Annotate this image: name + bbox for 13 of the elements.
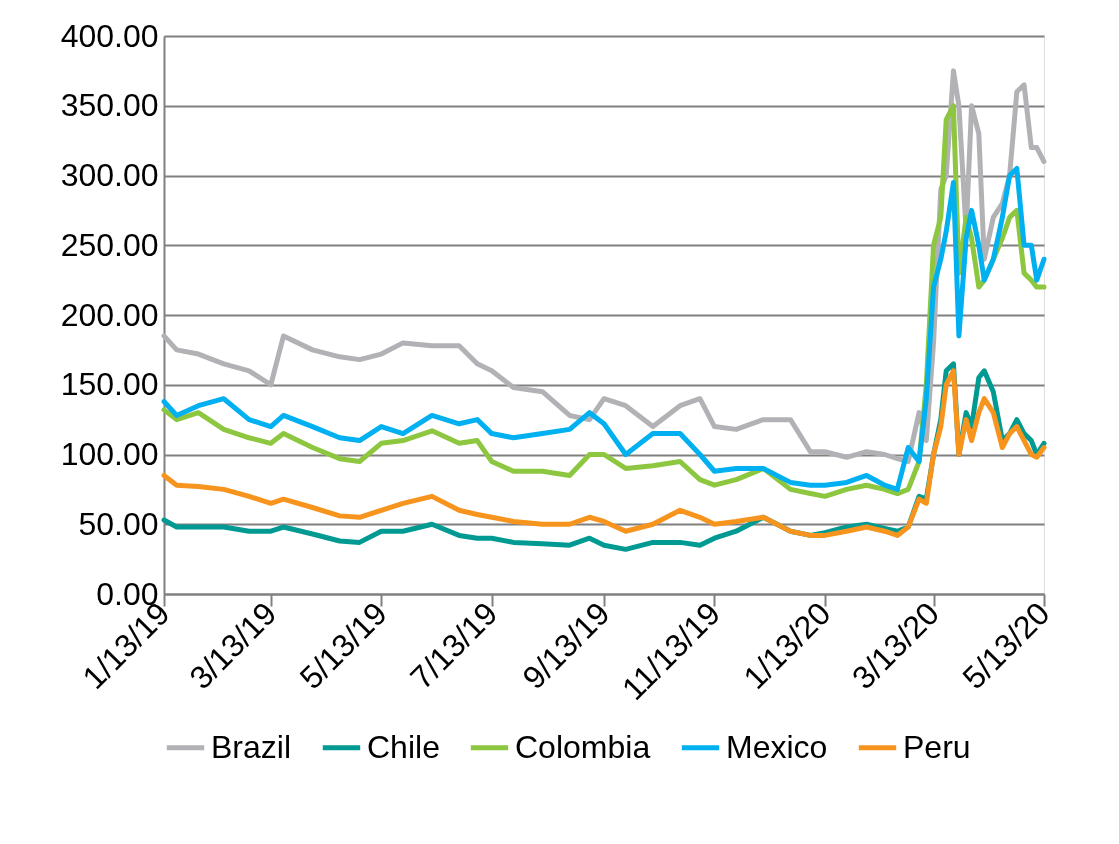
- legend-label: Colombia: [515, 728, 651, 765]
- y-tick-label: 350.00: [60, 87, 159, 124]
- y-tick-label: 300.00: [60, 157, 159, 193]
- y-tick-label: 50.00: [78, 505, 159, 542]
- y-tick-label: 200.00: [60, 296, 159, 333]
- legend-label: Mexico: [726, 728, 828, 765]
- y-tick-label: 250.00: [60, 226, 159, 263]
- legend-label: Chile: [367, 728, 440, 765]
- y-tick-label: 100.00: [60, 436, 159, 472]
- y-tick-label: 150.00: [60, 366, 159, 403]
- legend-label: Brazil: [211, 728, 292, 765]
- legend-label: Peru: [903, 728, 971, 765]
- y-tick-label: 400.00: [60, 17, 159, 54]
